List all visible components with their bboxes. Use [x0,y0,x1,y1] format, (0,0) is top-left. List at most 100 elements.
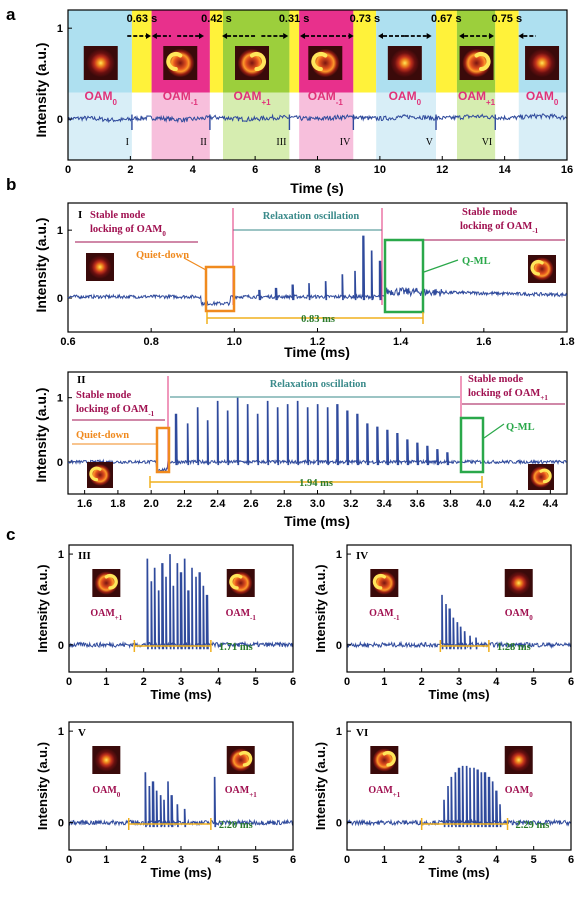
panel-b2-axes: 1.6 1.8 2.0 2.2 2.4 2.6 2.8 3.0 3.2 3.4 3.6 3.8 4.0 4… [57,371,568,510]
panel-c-3-ytick-label: 1 [336,726,342,738]
panel-c-2-xtick-label: 0 [66,854,72,866]
panel-b1-xtick-label: 1.0 [227,336,242,348]
panel-c-span-2: 2.20 ms [219,820,253,831]
panel-c-3-ytick-label: 0 [336,818,342,830]
panel-a-xtick-label: 14 [499,164,512,176]
band-lower-0 [68,92,132,160]
panel-c-xlabel-1: Time (ms) [428,687,489,702]
panel-a-xtick-label: 16 [561,164,573,176]
panel-c-2-mode-1: OAM+1 [225,785,257,799]
panel-c-roman-0: III [78,550,91,562]
panel-c-1-mode-1: OAM0 [505,608,533,622]
panel-c-3-mode-0: OAM+1 [368,785,400,799]
panel-c-trace-0 [68,554,294,650]
panel-c-2-xtick-label: 4 [215,854,222,866]
panel-c-1-ytick-label: 0 [336,640,342,652]
panel-c-2-mode-0: OAM0 [92,785,120,799]
mode-label-a-2: OAM+1 [233,89,271,107]
panel-b1-quiet-box [204,265,236,313]
panel-b2-right-note-1: Stable mode [468,374,523,385]
panel-b2-xtick-label: 3.4 [376,498,392,510]
mode-label-a-0: OAM0 [85,89,118,107]
panel-b2-xtick-label: 4.0 [476,498,491,510]
panel-a-xtick-label: 12 [436,164,448,176]
panel-c-0-xtick-label: 5 [253,676,259,688]
panel-c-subplot-0: 0 1 2 3 4 5 6 0 1 III OAM+1 OAM-1 1.71 ms Time (ms) In… [35,544,296,702]
panel-a-xtick-label: 2 [127,164,133,176]
panel-c-2-ytick-label: 0 [58,818,64,830]
panel-c-trace-2 [68,772,294,828]
panel-c-2-xtick-label: 3 [178,854,184,866]
panel-b1-xtick-label: 1.8 [559,336,574,348]
panel-c-3-xtick-label: 4 [493,854,500,866]
panel-c-ylabel-3: Intensity (a.u.) [313,742,328,830]
panel-b2-quiet-box [155,426,171,474]
panel-a-beam-images [83,46,560,80]
panel-a-xtick-label: 10 [374,164,386,176]
band-lower-5 [456,92,496,160]
mode-label-a-1: OAM-1 [163,89,199,107]
panel-c-subplot-2: 0 1 2 3 4 5 6 0 1 V OAM0 OAM+1 2.20 ms Time (ms) Inten… [35,721,296,880]
panel-b1-axes: 0.6 0.8 1.0 1.2 1.4 1.6 1.8 0 1 [57,202,575,348]
panel-b1-left-note-1: Stable mode [90,210,145,221]
panel-c-2-xtick-label: 6 [290,854,296,866]
panel-b2-xtick-label: 2.0 [144,498,159,510]
panel-b2-xtick-label: 4.2 [509,498,524,510]
panel-b2-qml-arrow [483,423,505,439]
panel-a-axes: 0 2 4 6 8 10 12 14 16 0 1 [57,9,573,176]
panel-c-1-xtick-label: 6 [568,676,574,688]
panel-b2-ytick-label: 1 [57,393,63,405]
panel-c-0-xtick-label: 2 [141,676,147,688]
band-lower-3 [299,92,354,160]
band-11 [495,10,519,93]
panel-b2-quiet: Quiet-down [76,430,129,441]
duration-3: 0.73 s [350,13,381,25]
panel-c-0-ytick-label: 0 [58,640,64,652]
panel-b2-xtick-label: 3.6 [410,498,425,510]
panel-c-subplot-1: 0 1 2 3 4 5 6 0 1 IV OAM-1 OAM0 1.28 ms Time (ms) Inte… [313,544,574,702]
panel-b1-beams [86,253,556,283]
panel-c-xlabel-3: Time (ms) [428,865,489,880]
panel-c-ylabel-1: Intensity (a.u.) [313,564,328,652]
panel-c-0-mode-0: OAM+1 [90,608,122,622]
panel-a-ytick-label: 1 [57,23,63,35]
panel-b2-roman: II [77,374,86,386]
panel-a-transition-labels: I II III IV V VI [126,114,496,148]
panel-c-0-ytick-label: 1 [58,549,64,561]
panel-c-1-xtick-label: 5 [531,676,537,688]
panel-b2-xtick-label: 2.6 [243,498,258,510]
panel-c-1-mode-0: OAM-1 [369,608,400,622]
panel-a-xtick-label: 8 [314,164,320,176]
panel-b1-qml-box [383,238,425,314]
panel-c-3-xtick-label: 0 [344,854,350,866]
panel-c-1-xtick-label: 1 [381,676,387,688]
panel-b1-right-note-2: locking of OAM-1 [460,221,539,235]
panel-b2-xtick-label: 3.2 [343,498,358,510]
panel-b2-xtick-label: 2.8 [277,498,292,510]
panel-c-3-xtick-label: 2 [419,854,425,866]
panel-b2-right-note-2: locking of OAM+1 [468,388,548,402]
transition-label-4: V [426,137,434,148]
panel-b1-qml: Q-ML [462,256,491,267]
panel-b2-trace [67,397,567,472]
panel-c-0-mode-1: OAM-1 [226,608,257,622]
panel-b2-xtick-label: 2.2 [177,498,192,510]
duration-4: 0.67 s [431,13,462,25]
panel-c-1-xtick-label: 4 [493,676,500,688]
transition-label-1: II [200,137,207,148]
band-lower-4 [376,92,437,160]
panel-c-0-xtick-label: 0 [66,676,72,688]
mode-label-a-4: OAM0 [389,89,422,107]
panel-b1-qml-arrow [423,259,459,273]
panel-c-2-xtick-label: 1 [103,854,109,866]
panel-c-3-xtick-label: 1 [381,854,387,866]
panel-b1-span: 0.83 ms [301,314,335,325]
panel-c-3-xtick-label: 5 [531,854,537,866]
panel-c-2-ytick-label: 1 [58,726,64,738]
panel-c-1-ytick-label: 1 [336,549,342,561]
band-lower-6 [518,92,567,160]
panel-b2-qml: Q-ML [506,422,535,433]
panel-a-xtick-label: 0 [65,164,71,176]
panel-b1-xlabel: Time (ms) [284,344,350,360]
duration-0: 0.63 s [127,13,158,25]
